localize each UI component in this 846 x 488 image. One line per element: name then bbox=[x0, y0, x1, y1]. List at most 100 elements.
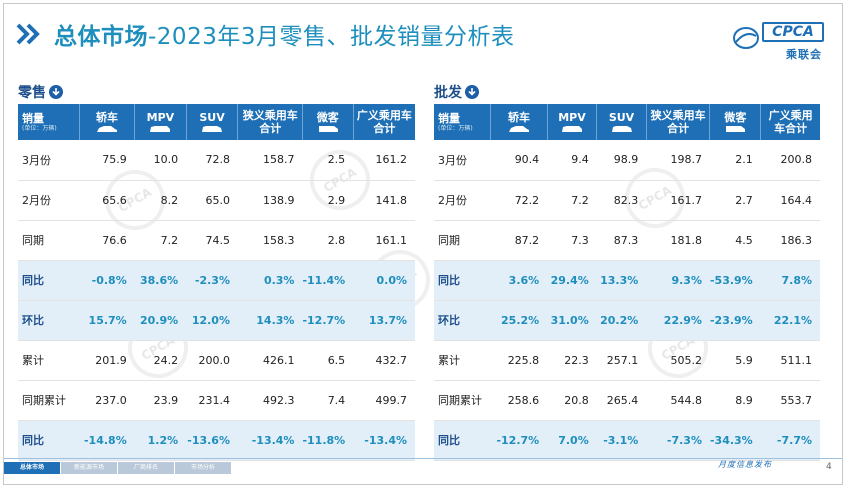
table-cell: 432.7 bbox=[353, 340, 415, 381]
table-cell: 8.9 bbox=[709, 380, 761, 421]
table-cell: 505.2 bbox=[646, 340, 710, 381]
table-cell: 201.9 bbox=[79, 340, 135, 381]
table-cell: 23.9 bbox=[134, 380, 187, 421]
table-cell: 65.6 bbox=[79, 180, 135, 221]
sedan-icon bbox=[96, 125, 117, 132]
table-cell: 20.9% bbox=[134, 300, 187, 341]
mpv-icon bbox=[150, 125, 171, 132]
minivan-icon bbox=[726, 125, 746, 132]
table-cell: -53.9% bbox=[709, 260, 761, 301]
table-cell: 38.6% bbox=[134, 260, 187, 301]
car-globe-icon bbox=[732, 24, 760, 58]
table-cell: 2.1 bbox=[709, 140, 761, 181]
table-cell: 141.8 bbox=[353, 180, 415, 221]
corner-label: 销量 bbox=[438, 111, 460, 125]
table-cell: 31.0% bbox=[547, 300, 597, 341]
tab-market-analysis[interactable]: 市场分析 bbox=[175, 462, 231, 474]
table-cell: 14.3% bbox=[237, 300, 303, 341]
corner-label: 销量 bbox=[22, 111, 44, 125]
table-cell: 3.6% bbox=[490, 260, 548, 301]
table-cell: 181.8 bbox=[646, 220, 710, 261]
cpca-logo: CPCA 乘联会 bbox=[732, 22, 824, 62]
table-row: 3月份 90.4 9.4 98.9 198.7 2.1 200.8 bbox=[434, 140, 820, 181]
retail-table-body: 3月份 75.9 10.0 72.8 158.7 2.5 161.2 2月份 65.6 8.2 65… bbox=[18, 140, 415, 461]
table-cell: 161.2 bbox=[353, 140, 415, 181]
column-label: 广义乘用车合计 bbox=[356, 109, 412, 135]
sedan-icon bbox=[509, 125, 530, 132]
column-label: 广义乘用车合计 bbox=[768, 109, 813, 135]
column-label: 微客 bbox=[724, 110, 747, 124]
column-label: MPV bbox=[558, 110, 586, 124]
unit-label: (单位：万辆) bbox=[22, 124, 57, 132]
table-row: 同比 3.6% 29.4% 13.3% 9.3% -53.9% 7.8% bbox=[434, 260, 820, 301]
table-cell: 10.0 bbox=[134, 140, 187, 181]
table-cell: 2.5 bbox=[302, 140, 354, 181]
table-row: 同比 -0.8% 38.6% -2.3% 0.3% -11.4% 0.0% bbox=[18, 260, 415, 301]
column-header: 狭义乘用车合计 bbox=[237, 104, 303, 140]
wholesale-table-body: 3月份 90.4 9.4 98.9 198.7 2.1 200.8 2月份 72.2 7.2 82.… bbox=[434, 140, 820, 461]
table-row: 同期 87.2 7.3 87.3 181.8 4.5 186.3 bbox=[434, 220, 820, 261]
table-cell: 2.7 bbox=[709, 180, 761, 221]
download-icon[interactable] bbox=[465, 85, 479, 99]
column-header: MPV bbox=[134, 104, 187, 140]
row-label: 3月份 bbox=[434, 140, 491, 181]
table-cell: 82.3 bbox=[596, 180, 647, 221]
tab-manufacturer-ranking[interactable]: 厂商排名 bbox=[118, 462, 174, 474]
tab-new-energy-market[interactable]: 新能源市场 bbox=[61, 462, 117, 474]
row-label: 同比 bbox=[434, 260, 491, 301]
table-cell: 237.0 bbox=[79, 380, 135, 421]
table-cell: 231.4 bbox=[186, 380, 238, 421]
column-label: 狭义乘用车合计 bbox=[650, 109, 706, 135]
column-header: 广义乘用车合计 bbox=[760, 104, 820, 140]
download-icon[interactable] bbox=[49, 85, 63, 99]
table-cell: 0.3% bbox=[237, 260, 303, 301]
table-cell: 7.2 bbox=[547, 180, 597, 221]
table-cell: 257.1 bbox=[596, 340, 647, 381]
table-cell: -12.7% bbox=[302, 300, 354, 341]
column-label: 狭义乘用车合计 bbox=[242, 109, 298, 135]
table-cell: 20.8 bbox=[547, 380, 597, 421]
table-cell: 7.2 bbox=[134, 220, 187, 261]
unit-label: (单位：万辆) bbox=[438, 124, 473, 132]
table-cell: 225.8 bbox=[490, 340, 548, 381]
retail-table: 销量 (单位：万辆) 轿车 MPV SUV 狭义乘用车合计 微客 广义乘用车合计 … bbox=[18, 104, 415, 461]
table-cell: -13.6% bbox=[186, 420, 238, 461]
tab-overall-market[interactable]: 总体市场 bbox=[4, 462, 60, 474]
table-cell: 4.5 bbox=[709, 220, 761, 261]
table-row: 同期累计 258.6 20.8 265.4 544.8 8.9 553.7 bbox=[434, 380, 820, 421]
minivan-icon bbox=[318, 125, 338, 132]
table-cell: 138.9 bbox=[237, 180, 303, 221]
row-label: 同期累计 bbox=[434, 380, 491, 421]
table-cell: 161.1 bbox=[353, 220, 415, 261]
row-label: 同期 bbox=[18, 220, 80, 261]
column-header: 狭义乘用车合计 bbox=[646, 104, 711, 140]
row-label: 同比 bbox=[434, 420, 491, 461]
table-cell: 65.0 bbox=[186, 180, 238, 221]
table-cell: 6.5 bbox=[302, 340, 354, 381]
row-label: 同期 bbox=[434, 220, 491, 261]
table-cell: -23.9% bbox=[709, 300, 761, 341]
row-label: 2月份 bbox=[18, 180, 80, 221]
row-label: 累计 bbox=[434, 340, 491, 381]
table-cell: 87.3 bbox=[596, 220, 647, 261]
table-cell: 553.7 bbox=[760, 380, 820, 421]
suv-icon bbox=[202, 125, 223, 132]
table-cell: 5.9 bbox=[709, 340, 761, 381]
column-header: 微客 bbox=[302, 104, 354, 140]
table-row: 2月份 65.6 8.2 65.0 138.9 2.9 141.8 bbox=[18, 180, 415, 221]
title-bold: 总体市场 bbox=[54, 24, 148, 50]
table-cell: 13.7% bbox=[353, 300, 415, 341]
table-cell: 15.7% bbox=[79, 300, 135, 341]
table-cell: 7.8% bbox=[760, 260, 820, 301]
table-cell: 511.1 bbox=[760, 340, 820, 381]
table-cell: 544.8 bbox=[646, 380, 710, 421]
table-cell: 12.0% bbox=[186, 300, 238, 341]
table-cell: -7.3% bbox=[646, 420, 710, 461]
retail-section-title: 零售 bbox=[18, 82, 63, 102]
suv-icon bbox=[611, 125, 632, 132]
column-header: 轿车 bbox=[79, 104, 136, 140]
table-cell: 8.2 bbox=[134, 180, 187, 221]
row-label: 2月份 bbox=[434, 180, 491, 221]
wholesale-table: 销量 (单位：万辆) 轿车 MPV SUV 狭义乘用车合计 微客 广义乘用车合计 … bbox=[434, 104, 820, 461]
table-cell: 0.0% bbox=[353, 260, 415, 301]
